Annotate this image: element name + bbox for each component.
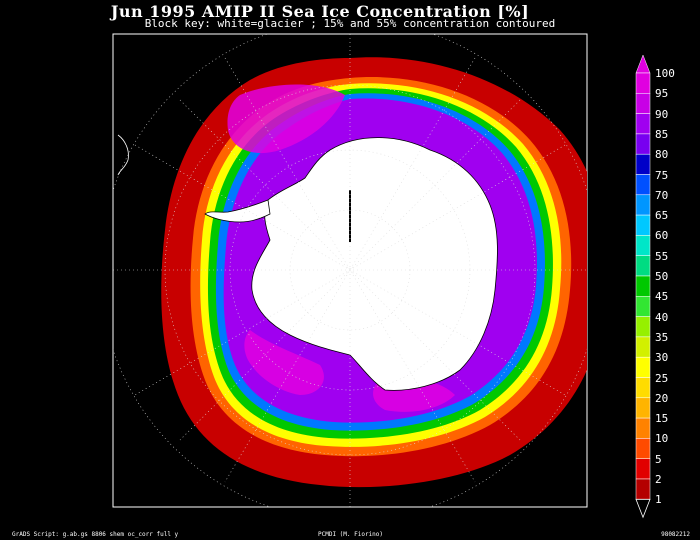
colorbar-tick-label: 65 [655, 209, 669, 223]
map-subtitle: Block key: white=glacier ; 15% and 55% c… [144, 17, 556, 30]
colorbar-swatch [635, 478, 651, 500]
colorbar-tick-label: 85 [655, 127, 669, 141]
colorbar-tick-label: 30 [655, 351, 669, 365]
colorbar-swatch [635, 316, 651, 338]
colorbar-tick-label: 1 [655, 493, 662, 507]
footer-code: 98082212 [661, 531, 690, 538]
colorbar-swatch [635, 458, 651, 480]
colorbar-swatch [635, 438, 651, 459]
colorbar-tick-label: 60 [655, 229, 669, 243]
colorbar-tick-label: 5 [655, 452, 662, 466]
colorbar-swatch [635, 113, 651, 135]
map-title: Jun 1995 AMIP II Sea Ice Concentration [… [110, 2, 530, 21]
colorbar-swatch [635, 93, 651, 114]
colorbar-tick-label: 55 [655, 249, 669, 263]
colorbar-bottom-arrow [635, 498, 651, 519]
colorbar-tick-label: 70 [655, 188, 669, 202]
colorbar-swatch [635, 397, 651, 419]
colorbar-tick-label: 2 [655, 473, 662, 486]
colorbar-swatch [635, 336, 651, 358]
colorbar-swatch [635, 72, 651, 94]
colorbar-tick-label: 10 [655, 432, 669, 446]
south-america-tip [117, 134, 129, 176]
colorbar-tick-label: 25 [655, 371, 669, 385]
colorbar-tick-label: 20 [655, 391, 669, 405]
colorbar-swatch [635, 275, 651, 297]
footer-credit: PCMDI (M. Fiorino) [318, 531, 384, 538]
footer-script: GrADS Script: g.ab.gs 8806 shem oc_corr … [12, 531, 179, 538]
graticule [113, 34, 587, 507]
colorbar-swatch [635, 133, 651, 155]
colorbar-tick-label: 15 [655, 412, 669, 426]
colorbar-tick-label: 95 [655, 87, 669, 101]
colorbar-swatch [635, 356, 651, 378]
colorbar-swatch [635, 377, 651, 399]
antarctic-peninsula [204, 199, 271, 223]
colorbar-tick-label: 100 [655, 67, 675, 80]
colorbar-swatch [635, 153, 651, 175]
colorbar-swatch [635, 417, 651, 439]
colorbar-swatch [635, 235, 651, 256]
colorbar-top-arrow [635, 54, 651, 74]
ice-pack-95-100 [227, 84, 455, 412]
colorbar-swatch [635, 174, 651, 196]
colorbar-tick-label: 40 [655, 310, 669, 324]
colorbar-tick-label: 80 [655, 148, 669, 162]
colorbar-swatch [635, 255, 651, 277]
colorbar-swatch [635, 214, 651, 236]
colorbar-tick-label: 75 [655, 168, 669, 182]
colorbar-swatch [635, 296, 651, 317]
colorbar-tick-label: 90 [655, 107, 669, 121]
colorbar-tick-label: 35 [655, 330, 669, 344]
colorbar-tick-label: 50 [655, 270, 669, 283]
colorbar-tick-label: 45 [655, 290, 669, 304]
colorbar [635, 54, 651, 519]
colorbar-swatch [635, 194, 651, 216]
